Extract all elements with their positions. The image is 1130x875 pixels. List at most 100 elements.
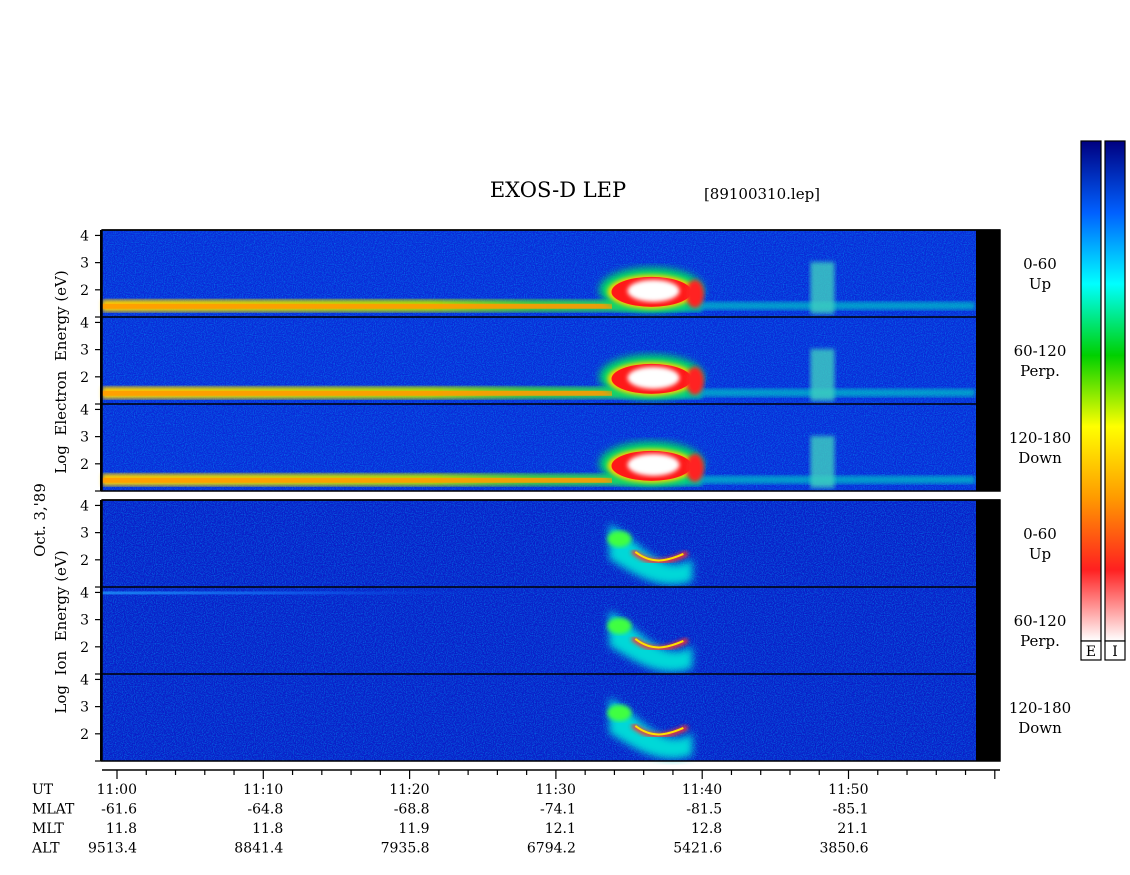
- ion-ylabel: Log Ion Energy (eV): [52, 550, 70, 713]
- ephemeris-value: 11:10: [243, 782, 283, 798]
- low-energy-core: [102, 477, 612, 483]
- ephemeris-value: 21.1: [837, 821, 868, 837]
- ephemeris-value: -81.5: [686, 802, 722, 818]
- electron-ylabel: Log Electron Energy (eV): [52, 270, 70, 474]
- data-gap: [976, 674, 1000, 761]
- ion-burst-inner: [634, 638, 684, 649]
- ephemeris-row-label: ALT: [31, 841, 60, 857]
- data-gap: [976, 230, 1000, 317]
- ion-panel-1: 4 3 2 0-60 Up: [80, 498, 1057, 588]
- panel-direction-label: Up: [1029, 275, 1051, 293]
- ephemeris-value: -64.8: [247, 802, 283, 818]
- ion-burst-inner: [634, 551, 684, 562]
- y-tick-label: 4: [80, 498, 89, 514]
- ephemeris-value: 11:50: [828, 782, 868, 798]
- data-gap: [976, 404, 1000, 491]
- panel-direction-label: Down: [1018, 719, 1062, 737]
- y-tick-label: 2: [80, 457, 89, 473]
- y-tick-label: 3: [80, 700, 89, 716]
- ephemeris-value: 5421.6: [673, 841, 722, 857]
- panel-direction-label: Perp.: [1020, 362, 1060, 380]
- ephemeris-value: 11.9: [398, 821, 429, 837]
- data-gap: [976, 317, 1000, 404]
- y-tick-label: 2: [80, 283, 89, 299]
- panel-angle-label: 120-180: [1009, 429, 1071, 447]
- low-energy-tail: [700, 475, 975, 484]
- panel-noise: [102, 587, 976, 674]
- y-tick-label: 4: [80, 228, 89, 244]
- file-label: [89100310.lep]: [704, 185, 820, 203]
- ion-burst-upper: [607, 704, 632, 721]
- ephemeris-value: 12.1: [545, 821, 576, 837]
- ion-burst-upper: [607, 617, 632, 634]
- panel-dropouts: [102, 674, 976, 761]
- ephemeris-row-label: MLAT: [32, 802, 75, 818]
- colorbar-label-box: [1080, 640, 1102, 661]
- ephemeris-value: 11:00: [97, 782, 137, 798]
- ephemeris-row-label: UT: [32, 782, 54, 798]
- colorbar-gradient: [1104, 140, 1126, 642]
- ephemeris-row-label: MLT: [32, 821, 64, 837]
- colorbar-label: E: [1086, 644, 1096, 660]
- panel-angle-label: 60-120: [1014, 612, 1067, 630]
- low-energy-tail: [700, 388, 975, 397]
- y-tick-label: 4: [80, 402, 89, 418]
- feature-1147: [810, 349, 835, 401]
- spectrogram-panels: 4 3 2 0-60 Up 4 3 2 60-120 Perp. 4 3 2 120-180 Down 4 3 2…: [80, 228, 1071, 762]
- ephemeris-value: 11.8: [252, 821, 283, 837]
- y-tick-label: 4: [80, 315, 89, 331]
- burst-secondary: [685, 453, 704, 482]
- ephemeris-value: -74.1: [540, 802, 576, 818]
- ephemeris-value: 11:30: [536, 782, 576, 798]
- y-tick-label: 3: [80, 430, 89, 446]
- ephemeris-value: -61.6: [101, 802, 137, 818]
- colorbar-label: I: [1112, 644, 1118, 660]
- ephemeris-value: 8841.4: [234, 841, 283, 857]
- date-label: Oct. 3,'89: [31, 483, 49, 557]
- y-tick-label: 3: [80, 613, 89, 629]
- y-tick-label: 4: [80, 672, 89, 688]
- ephemeris-value: 11.8: [106, 821, 137, 837]
- time-axis: [102, 769, 1000, 779]
- ephemeris-table: UT 11:00 11:10 11:20 11:30 11:40 11:50 MLAT -61.…: [31, 782, 869, 857]
- y-tick-label: 4: [80, 585, 89, 601]
- ephemeris-value: 3850.6: [820, 841, 869, 857]
- ephemeris-value: 11:40: [682, 782, 722, 798]
- panel-angle-label: 0-60: [1023, 255, 1057, 273]
- ephemeris-value: 9513.4: [88, 841, 137, 857]
- ephemeris-value: -68.8: [394, 802, 430, 818]
- panel-direction-label: Down: [1018, 449, 1062, 467]
- colorbar-E: E: [1080, 140, 1102, 661]
- ion-panel-2: 4 3 2 60-120 Perp.: [80, 585, 1067, 675]
- electron-panel-1: 4 3 2 0-60 Up: [80, 228, 1057, 318]
- ephemeris-value: -85.1: [833, 802, 869, 818]
- panel-angle-label: 120-180: [1009, 699, 1071, 717]
- low-energy-core: [102, 303, 612, 309]
- chart-title: EXOS-D LEP: [490, 178, 626, 202]
- electron-panel-2: 4 3 2 60-120 Perp.: [80, 315, 1067, 405]
- burst-core: [627, 366, 680, 389]
- y-tick-label: 3: [80, 343, 89, 359]
- feature-1147: [810, 262, 835, 314]
- burst-secondary: [685, 279, 704, 308]
- electron-panel-3: 4 3 2 120-180 Down: [80, 402, 1071, 492]
- data-gap: [976, 587, 1000, 674]
- ion-panel-3: 4 3 2 120-180 Down: [80, 672, 1071, 762]
- ion-top-streak: [102, 591, 522, 595]
- colorbar-I: I: [1104, 140, 1126, 661]
- data-gap: [976, 500, 1000, 587]
- ephemeris-value: 11:20: [389, 782, 429, 798]
- y-tick-label: 2: [80, 370, 89, 386]
- panel-noise: [102, 500, 976, 587]
- feature-1147: [810, 436, 835, 488]
- burst-secondary: [685, 366, 704, 395]
- panel-direction-label: Perp.: [1020, 632, 1060, 650]
- panel-direction-label: Up: [1029, 545, 1051, 563]
- ion-burst-inner: [634, 725, 684, 736]
- low-energy-core: [102, 390, 612, 396]
- low-energy-tail: [700, 301, 975, 310]
- y-tick-label: 2: [80, 640, 89, 656]
- panel-angle-label: 60-120: [1014, 342, 1067, 360]
- panel-angle-label: 0-60: [1023, 525, 1057, 543]
